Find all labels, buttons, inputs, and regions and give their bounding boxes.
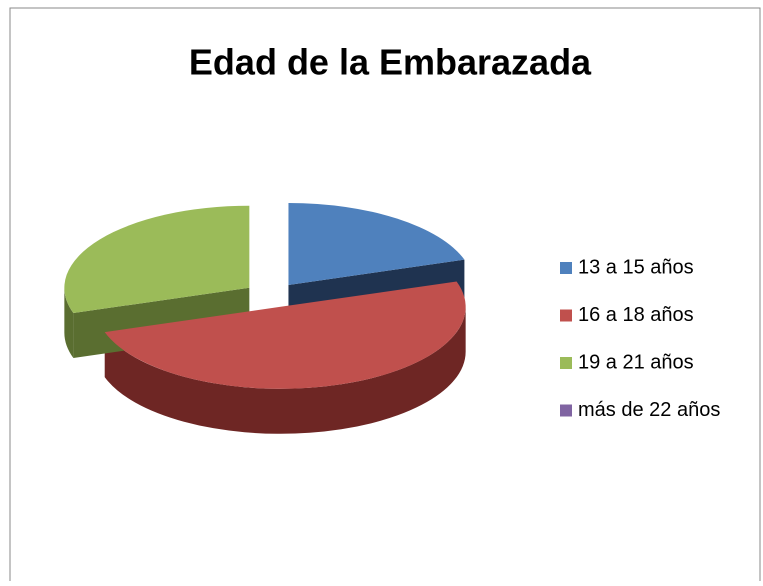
legend-label: 16 a 18 años [578,304,694,326]
pie-tops [64,202,466,389]
chart-title: Edad de la Embarazada [189,42,592,83]
pie-wall [64,287,74,359]
legend-swatch [560,262,572,274]
pie-slice [104,281,466,389]
legend-label: 19 a 21 años [578,351,694,373]
pie-slice [64,205,250,314]
pie-slice [288,202,465,285]
legend-swatch [560,357,572,369]
pie-wall [104,306,466,434]
legend-label: 13 a 15 años [578,256,694,278]
legend-label: más de 22 años [578,399,720,421]
legend-swatch [560,404,572,417]
legend-swatch [560,309,572,322]
